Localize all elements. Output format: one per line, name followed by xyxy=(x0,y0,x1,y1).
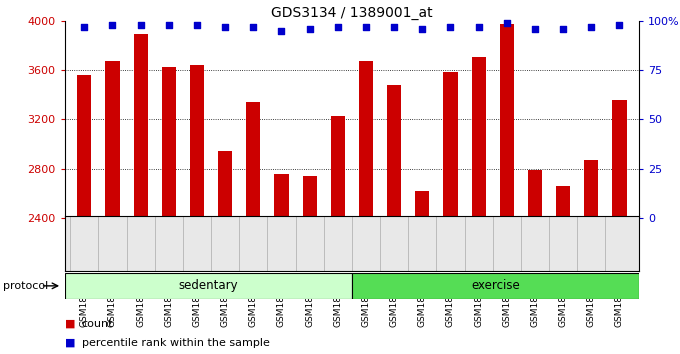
Point xyxy=(333,24,343,30)
Bar xyxy=(246,102,260,218)
Bar xyxy=(613,100,626,218)
Point xyxy=(135,22,146,28)
Point xyxy=(248,24,259,30)
Bar xyxy=(303,176,317,218)
FancyBboxPatch shape xyxy=(352,273,639,299)
Point xyxy=(79,24,90,30)
Text: protocol: protocol xyxy=(3,281,49,291)
Point xyxy=(107,22,118,28)
Point xyxy=(530,26,541,32)
Bar xyxy=(275,173,288,218)
Bar xyxy=(133,34,148,218)
Bar xyxy=(556,186,571,218)
Bar xyxy=(443,72,458,218)
Text: exercise: exercise xyxy=(471,279,520,292)
Bar xyxy=(584,160,598,218)
Point xyxy=(220,24,231,30)
Bar xyxy=(105,61,120,218)
Bar xyxy=(78,75,91,218)
Point xyxy=(614,22,625,28)
Point xyxy=(389,24,400,30)
Bar xyxy=(162,67,176,218)
Point xyxy=(192,22,203,28)
Point xyxy=(163,22,174,28)
Point xyxy=(586,24,597,30)
Text: ■: ■ xyxy=(65,319,75,329)
Text: percentile rank within the sample: percentile rank within the sample xyxy=(82,338,269,348)
Bar xyxy=(359,61,373,218)
Bar xyxy=(218,152,232,218)
FancyBboxPatch shape xyxy=(65,273,352,299)
Bar xyxy=(528,170,542,218)
Point xyxy=(360,24,371,30)
Point xyxy=(558,26,568,32)
Point xyxy=(276,28,287,34)
Title: GDS3134 / 1389001_at: GDS3134 / 1389001_at xyxy=(271,6,432,20)
Text: count: count xyxy=(82,319,113,329)
Bar xyxy=(190,65,204,218)
Bar xyxy=(500,24,514,218)
Text: sedentary: sedentary xyxy=(178,279,238,292)
Point xyxy=(304,26,315,32)
Point xyxy=(445,24,456,30)
Bar xyxy=(330,116,345,218)
Bar xyxy=(387,85,401,218)
Point xyxy=(501,21,512,26)
Bar xyxy=(415,191,429,218)
Point xyxy=(417,26,428,32)
Bar xyxy=(472,57,486,218)
Text: ■: ■ xyxy=(65,338,75,348)
Point xyxy=(473,24,484,30)
